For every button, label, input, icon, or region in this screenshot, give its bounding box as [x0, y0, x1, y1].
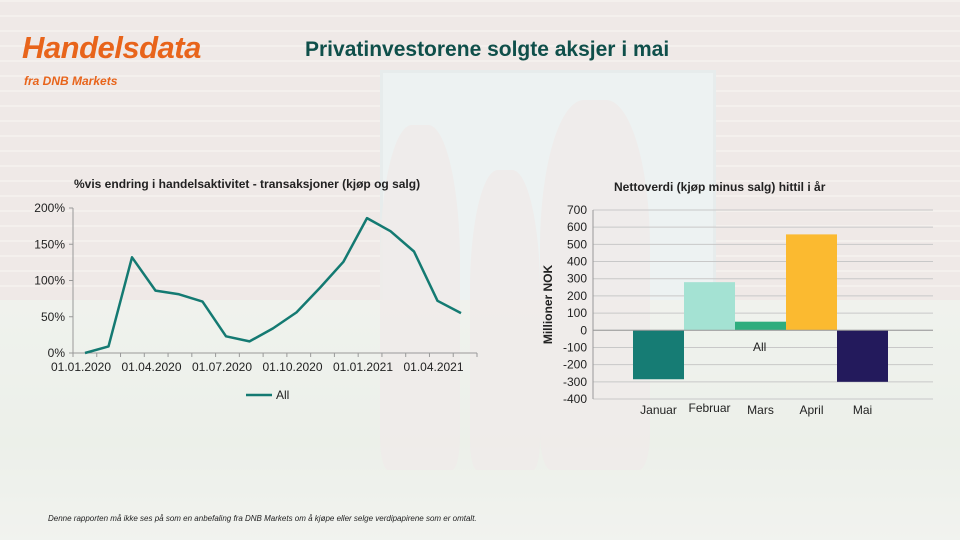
category-label: Januar	[640, 403, 677, 417]
y-tick-label: 100	[567, 306, 587, 320]
disclaimer: Denne rapporten må ikke ses på som en an…	[48, 514, 477, 523]
y-tick-label: 150%	[34, 237, 65, 251]
x-tick-label: 01.01.2020	[51, 360, 111, 374]
line-chart: 0% 50% 100% 150% 200% 01.01.2020 01.04.2020 01.…	[34, 201, 478, 402]
y-tick-label: -100	[563, 340, 587, 354]
series-line-all	[84, 216, 462, 355]
category-label: Mai	[853, 403, 872, 417]
y-tick-label: 500	[567, 237, 587, 251]
person-left	[380, 125, 460, 470]
y-tick-label: -300	[563, 375, 587, 389]
y-tick-label: 100%	[34, 274, 65, 288]
bar-chart: 700 600 500 400 300 200 100 0 -100 -200 -300 -400 Mi…	[541, 203, 933, 417]
y-tick-label: 200	[567, 289, 587, 303]
y-axis-label: Millioner NOK	[541, 265, 555, 345]
bar-januar	[633, 330, 684, 380]
y-tick-label: 0%	[48, 346, 66, 360]
category-label: April	[799, 403, 823, 417]
y-tick-label: -400	[563, 392, 587, 406]
person-middle	[470, 170, 540, 470]
bar-mars	[735, 321, 786, 331]
x-tick-label: 01.07.2020	[192, 360, 252, 374]
page-title: Privatinvestorene solgte aksjer i mai	[305, 38, 670, 61]
y-tick-label: 200%	[34, 201, 65, 215]
line-chart-title: %vis endring i handelsaktivitet - transa…	[74, 177, 421, 191]
x-tick-label: 01.04.2020	[121, 360, 181, 374]
y-tick-label: 50%	[41, 310, 65, 324]
person-right	[540, 100, 650, 470]
brand-subtitle: fra DNB Markets	[24, 74, 118, 88]
brand-title: Handelsdata	[22, 30, 201, 65]
x-tick-label: 01.04.2021	[403, 360, 463, 374]
y-tick-label: 700	[567, 203, 587, 217]
bar-chart-title: Nettoverdi (kjøp minus salg) hittil i år	[614, 180, 826, 194]
category-label: Mars	[747, 403, 774, 417]
bar-mai	[837, 330, 888, 382]
bar-februar	[684, 282, 735, 331]
y-tick-label: 300	[567, 272, 587, 286]
y-tick-label: -200	[563, 358, 587, 372]
x-tick-label: 01.10.2020	[262, 360, 322, 374]
x-tick-label: 01.01.2021	[333, 360, 393, 374]
series-label: All	[753, 340, 766, 354]
category-label: Februar	[688, 401, 730, 415]
bar-april	[786, 234, 837, 331]
legend-label-all: All	[276, 388, 289, 402]
y-tick-label: 600	[567, 220, 587, 234]
y-tick-label: 400	[567, 255, 587, 269]
y-tick-label: 0	[580, 323, 587, 337]
